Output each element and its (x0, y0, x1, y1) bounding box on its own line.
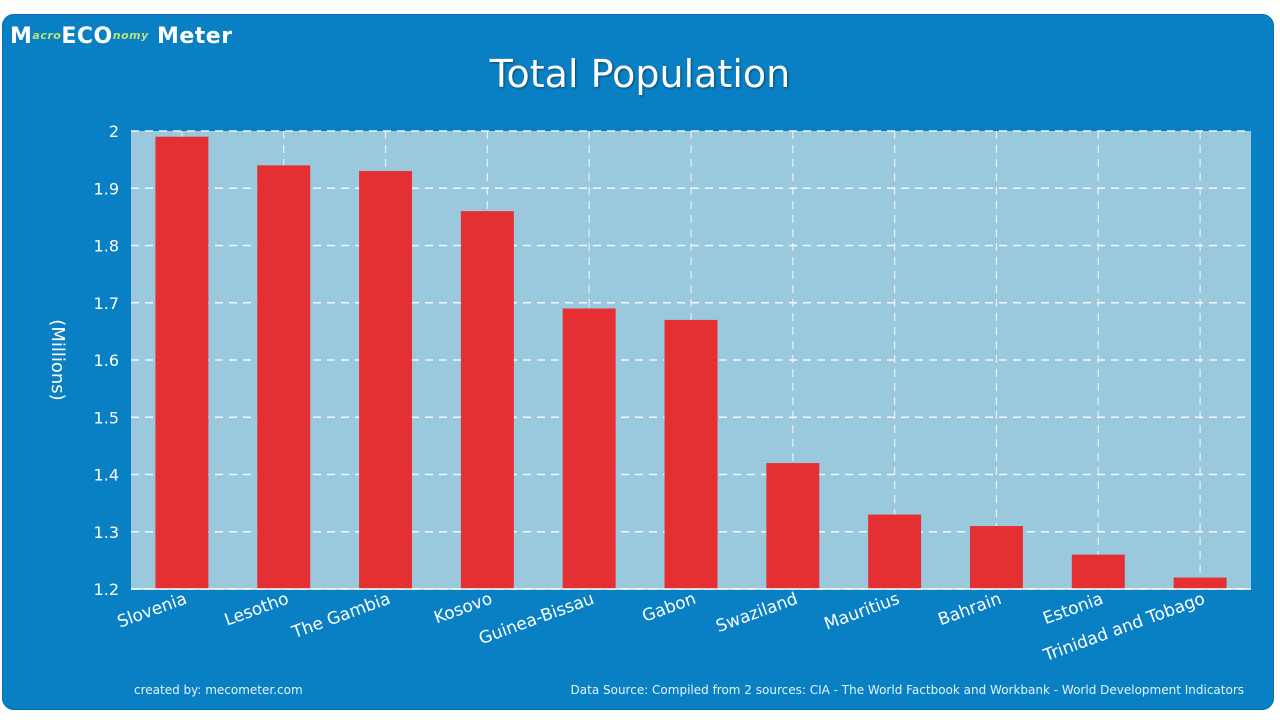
bar (1071, 554, 1125, 589)
bar (155, 136, 209, 589)
logo-accent-macro: acro (32, 29, 62, 42)
category-label: Estonia (1040, 589, 1106, 629)
bar (562, 308, 616, 589)
category-label: Lesotho (222, 589, 292, 631)
logo-accent-nomy: nomy (112, 29, 149, 42)
y-tick-label: 1.7 (94, 294, 119, 313)
y-tick-label: 1.3 (94, 523, 119, 542)
footer-data-source: Data Source: Compiled from 2 sources: CI… (570, 683, 1244, 697)
y-tick-label: 1.5 (94, 408, 119, 427)
chart-title: Total Population (489, 52, 791, 96)
bar (664, 319, 718, 589)
y-axis-label: (Millions) (47, 319, 68, 400)
category-label: Swaziland (713, 589, 800, 637)
category-label: Gabon (640, 589, 699, 627)
bar (257, 165, 311, 589)
bar (460, 211, 514, 589)
logo-eco: ECO (61, 24, 113, 49)
y-tick-label: 2 (109, 122, 119, 141)
bar (1173, 577, 1227, 589)
mecometer-logo: MacroECOnomy Meter (10, 24, 233, 49)
bar (766, 463, 820, 589)
y-tick-label: 1.6 (94, 351, 119, 370)
logo-meter: Meter (156, 24, 233, 49)
bar (868, 514, 922, 589)
footer-created-by: created by: mecometer.com (134, 683, 303, 697)
category-label: Slovenia (115, 589, 190, 633)
category-label: Kosovo (431, 589, 495, 628)
bar (359, 171, 413, 589)
category-label: The Gambia (289, 589, 394, 643)
y-tick-label: 1.8 (94, 237, 119, 256)
logo-letter-m: M (10, 24, 33, 49)
bar (969, 526, 1023, 589)
category-label: Mauritius (822, 589, 903, 635)
category-label: Guinea-Bissau (476, 589, 597, 649)
y-tick-label: 1.9 (94, 179, 119, 198)
y-tick-label: 1.2 (94, 580, 119, 599)
y-tick-label: 1.4 (94, 466, 119, 485)
category-label: Bahrain (936, 589, 1005, 630)
